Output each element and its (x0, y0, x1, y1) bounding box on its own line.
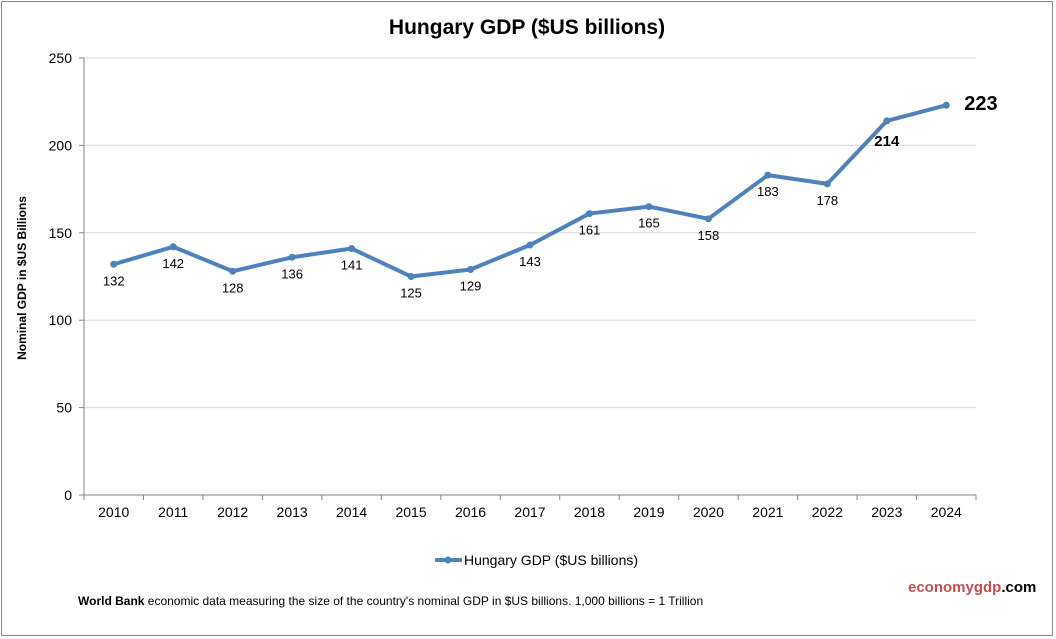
brand-logo: economygdp.com (908, 579, 1036, 596)
source-bold: World Bank (78, 594, 145, 608)
data-label: 128 (222, 280, 244, 295)
data-label: 183 (757, 184, 779, 199)
x-tick-label: 2019 (633, 504, 664, 520)
data-label: 142 (162, 256, 184, 271)
y-tick-label: 0 (64, 487, 72, 503)
x-tick-label: 2010 (98, 504, 129, 520)
y-tick-label: 250 (49, 50, 73, 66)
x-tick-label: 2024 (931, 504, 962, 520)
legend-marker (444, 556, 452, 564)
x-tick-label: 2021 (752, 504, 783, 520)
data-point (942, 101, 950, 109)
data-point (823, 180, 831, 188)
data-point (704, 215, 712, 223)
data-point (467, 266, 475, 274)
source-text: economic data measuring the size of the … (144, 594, 704, 608)
data-point (348, 245, 356, 253)
data-point (645, 203, 653, 211)
x-tick-label: 2015 (395, 504, 426, 520)
series-line (113, 103, 947, 279)
data-point (169, 243, 177, 251)
data-point (229, 267, 237, 275)
data-label: 125 (400, 286, 422, 301)
legend: Hungary GDP ($US billions) (435, 552, 638, 568)
y-axis-label: Nominal GDP in $US Billions (15, 196, 29, 360)
brand-part1: economygdp (908, 579, 1002, 596)
x-tick-label: 2012 (217, 504, 248, 520)
x-tick-label: 2020 (693, 504, 724, 520)
x-tick-label: 2011 (158, 504, 188, 520)
x-tick-label: 2013 (277, 504, 308, 520)
data-point (585, 210, 593, 218)
legend-label: Hungary GDP ($US billions) (464, 552, 638, 568)
data-point (764, 171, 772, 179)
source-note: World Bank economic data measuring the s… (78, 594, 703, 608)
data-label: 165 (638, 216, 660, 231)
x-tick-label: 2018 (574, 504, 605, 520)
y-tick-label: 200 (49, 137, 73, 153)
data-label: 214 (874, 133, 900, 150)
brand-part2: .com (1001, 579, 1037, 596)
data-point (110, 260, 118, 268)
data-label: 132 (103, 273, 125, 288)
data-label: 223 (964, 93, 997, 115)
data-label: 136 (281, 266, 303, 281)
data-point (288, 253, 296, 261)
data-label: 158 (698, 228, 720, 243)
chart-title: Hungary GDP ($US billions) (389, 16, 665, 39)
x-tick-label: 2016 (455, 504, 486, 520)
data-label: 178 (816, 193, 838, 208)
data-point (407, 273, 415, 280)
y-tick-label: 50 (56, 400, 72, 416)
data-point (526, 241, 534, 249)
y-tick-label: 150 (49, 225, 73, 241)
data-label: 161 (579, 223, 601, 238)
data-point (883, 117, 891, 125)
x-tick-label: 2022 (812, 504, 843, 520)
data-label: 143 (519, 254, 541, 269)
x-tick-label: 2023 (871, 504, 902, 520)
data-label: 129 (460, 279, 482, 294)
y-tick-label: 100 (49, 312, 73, 328)
x-tick-label: 2017 (514, 504, 545, 520)
data-label: 141 (341, 258, 363, 273)
x-tick-label: 2014 (336, 504, 367, 520)
